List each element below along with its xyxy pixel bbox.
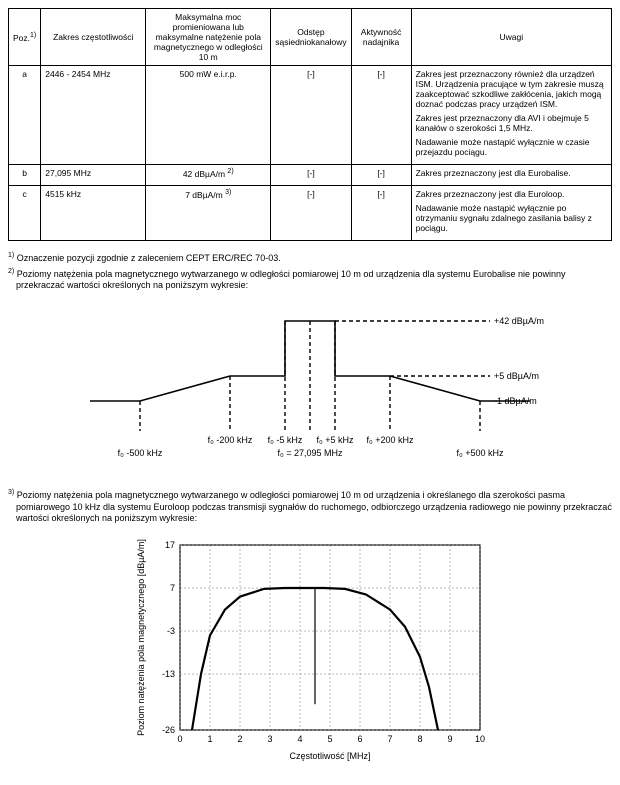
- svg-text:3: 3: [267, 734, 272, 744]
- svg-text:10: 10: [475, 734, 485, 744]
- th-odstep: Odstęp sąsiedniokanałowy: [271, 9, 351, 66]
- svg-text:7: 7: [387, 734, 392, 744]
- svg-text:6: 6: [357, 734, 362, 744]
- note-2: Poziomy natężenia pola magnetycznego wyt…: [16, 269, 566, 291]
- table-row: b27,095 MHz42 dBµA/m 2)[-][-]Zakres prze…: [9, 165, 612, 186]
- svg-text:f₀ +5 kHz: f₀ +5 kHz: [317, 435, 354, 445]
- svg-text:-3: -3: [167, 626, 175, 636]
- svg-text:+42 dBµA/m: +42 dBµA/m: [494, 316, 544, 326]
- svg-text:f₀ = 27,095 MHz: f₀ = 27,095 MHz: [277, 448, 343, 458]
- th-poz: Poz.1): [9, 9, 41, 66]
- svg-text:1: 1: [207, 734, 212, 744]
- svg-text:-26: -26: [162, 725, 175, 735]
- th-zakres: Zakres częstotliwości: [41, 9, 146, 66]
- frequency-table: Poz.1) Zakres częstotliwości Maksymalna …: [8, 8, 612, 241]
- svg-text:f₀ -500 kHz: f₀ -500 kHz: [118, 448, 163, 458]
- svg-text:-13: -13: [162, 669, 175, 679]
- th-uwagi: Uwagi: [411, 9, 611, 66]
- svg-text:-1 dBµA/m: -1 dBµA/m: [494, 396, 537, 406]
- footnotes: 1) Oznaczenie pozycji zgodnie z zaleceni…: [8, 251, 612, 292]
- note-3: Poziomy natężenia pola magnetycznego wyt…: [16, 490, 612, 523]
- svg-text:8: 8: [417, 734, 422, 744]
- th-moc: Maksymalna moc promieniowana lub maksyma…: [146, 9, 271, 66]
- svg-text:+5 dBµA/m: +5 dBµA/m: [494, 371, 539, 381]
- svg-text:5: 5: [327, 734, 332, 744]
- note-1: Oznaczenie pozycji zgodnie z zaleceniem …: [17, 253, 281, 263]
- svg-text:f₀ +500 kHz: f₀ +500 kHz: [456, 448, 504, 458]
- svg-text:Częstotliwość [MHz]: Częstotliwość [MHz]: [289, 751, 370, 761]
- svg-text:17: 17: [165, 540, 175, 550]
- svg-text:0: 0: [177, 734, 182, 744]
- svg-text:2: 2: [237, 734, 242, 744]
- svg-text:4: 4: [297, 734, 302, 744]
- footnotes-3: 3) Poziomy natężenia pola magnetycznego …: [8, 488, 612, 525]
- th-aktywnosc: Aktywność nadajnika: [351, 9, 411, 66]
- svg-text:9: 9: [447, 734, 452, 744]
- table-row: c4515 kHz7 dBµA/m 3)[-][-]Zakres przezna…: [9, 186, 612, 241]
- svg-text:f₀ +200 kHz: f₀ +200 kHz: [366, 435, 414, 445]
- euroloop-chart: 0 1 2 3 4 5 6 7 8 9 10 -26 -13 -3 7 17 Częstotliwość [MH…: [8, 535, 612, 767]
- svg-text:7: 7: [170, 583, 175, 593]
- svg-text:f₀ -200 kHz: f₀ -200 kHz: [208, 435, 253, 445]
- svg-text:Poziom natężenia pola magnetyc: Poziom natężenia pola magnetycznego [dBµ…: [136, 539, 146, 736]
- svg-text:f₀ -5 kHz: f₀ -5 kHz: [268, 435, 303, 445]
- spectral-mask-diagram: +42 dBµA/m +5 dBµA/m -1 dBµA/m f₀ -500 kHz f…: [8, 306, 612, 478]
- table-row: a2446 - 2454 MHz500 mW e.i.r.p.[-][-]Zak…: [9, 66, 612, 165]
